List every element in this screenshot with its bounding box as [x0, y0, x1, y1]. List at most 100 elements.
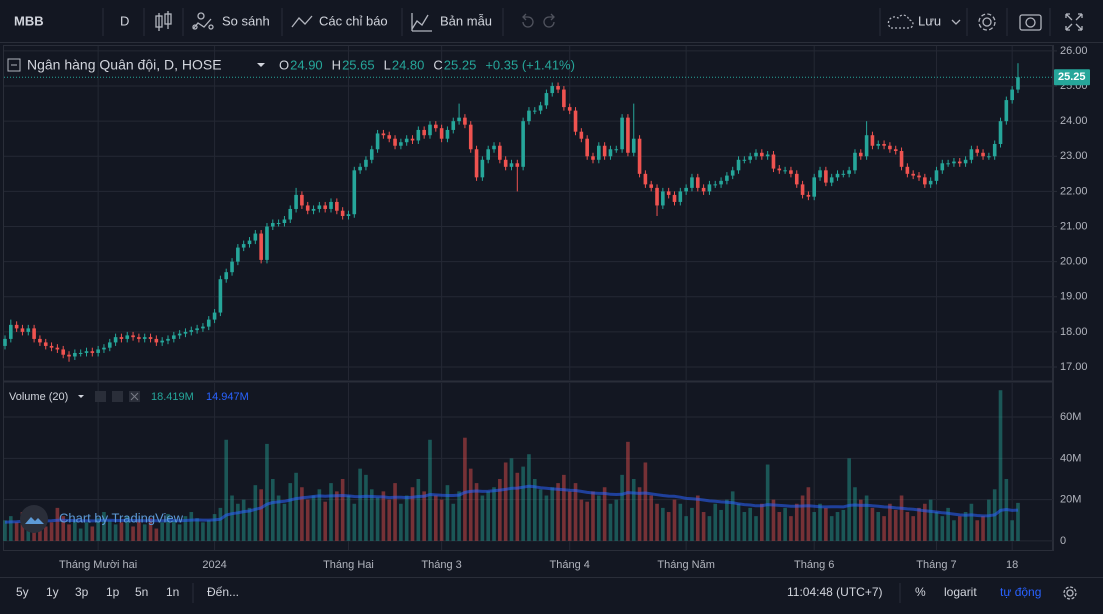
candle-body [765, 154, 770, 157]
candle-body [952, 161, 956, 164]
candle-body [166, 338, 170, 341]
indicators-button[interactable]: Các chỉ báo [319, 13, 388, 28]
title-dropdown[interactable] [257, 63, 265, 67]
candle-body [90, 351, 95, 353]
range-button[interactable]: 5n [135, 585, 148, 599]
candle-body [876, 143, 881, 146]
volume-bar [428, 439, 432, 541]
range-button[interactable]: 1n [166, 585, 179, 599]
range-button[interactable]: 1p [106, 585, 120, 599]
candle-body [154, 338, 159, 343]
volume-bar [451, 503, 456, 541]
collapse-box[interactable] [7, 58, 21, 72]
goto-button[interactable]: Đến... [207, 585, 239, 599]
settings-icon[interactable] [978, 13, 996, 31]
volume-bar [841, 509, 846, 541]
volume-bar [73, 520, 77, 541]
auto-button[interactable]: tự động [1000, 585, 1041, 599]
undo-icon[interactable] [522, 13, 534, 28]
x-tick-label: Tháng Năm [657, 559, 714, 571]
volume-bar [498, 478, 502, 541]
candle-body [730, 170, 735, 176]
candle-body [527, 110, 531, 122]
x-tick-label: Tháng Hai [323, 559, 374, 571]
eye-button[interactable] [95, 391, 106, 402]
compare-button[interactable]: So sánh [222, 13, 270, 28]
last-price-box [1054, 69, 1090, 86]
volume-bar [806, 487, 811, 541]
volume-bar [829, 516, 834, 541]
save-dropdown[interactable] [951, 19, 961, 25]
volume-bar [189, 512, 194, 541]
volume-bar [585, 501, 589, 541]
close-cross [130, 392, 139, 401]
candle-body [672, 194, 677, 202]
indicators-icon[interactable] [291, 15, 313, 28]
candle-body [206, 319, 211, 327]
volume-dropdown[interactable] [78, 395, 84, 398]
candle-body [981, 152, 985, 157]
settings-icon[interactable] [1063, 586, 1077, 600]
volume-bar [905, 512, 910, 541]
volume-bar [393, 483, 397, 541]
templates-icon[interactable] [411, 13, 432, 32]
volume-bar [300, 487, 304, 541]
candle-body [678, 191, 683, 202]
ma-readout: 14.947M [206, 391, 249, 403]
symbol[interactable]: MBB [14, 13, 44, 28]
compare-icon[interactable] [192, 12, 214, 30]
candle-body [428, 124, 432, 136]
volume-bar [404, 495, 409, 541]
candle-body [695, 177, 700, 188]
volume-bar [631, 478, 636, 541]
volume-bar [957, 516, 962, 541]
x-tick-label: Tháng 7 [916, 559, 956, 571]
y-tick-label: 17.00 [1060, 361, 1088, 373]
log-button[interactable]: logarit [944, 585, 977, 599]
candle-body [474, 149, 479, 178]
candle-body [177, 333, 182, 336]
screenshot-icon[interactable] [1019, 14, 1042, 31]
redo-icon[interactable] [543, 13, 555, 28]
volume-bar [789, 516, 793, 541]
templates-button[interactable]: Bản mẫu [440, 13, 492, 28]
interval[interactable]: D [120, 13, 129, 28]
ohlc-name: H [332, 57, 341, 72]
volume-bar [579, 499, 584, 541]
volume-bar [457, 491, 461, 541]
percent-button[interactable]: % [915, 585, 926, 599]
watermark-text: Chart by TradingView [59, 510, 184, 525]
volume-bar [276, 495, 281, 541]
volume-bar [474, 483, 479, 541]
volume-bar [9, 516, 13, 541]
volume-bar [253, 485, 258, 541]
volume-bar [346, 495, 351, 541]
volume-bar [78, 528, 83, 541]
candle-body [1004, 100, 1009, 122]
range-button[interactable]: 5y [16, 585, 29, 599]
candle-body [620, 117, 624, 150]
fullscreen-icon[interactable] [1065, 13, 1083, 31]
volume-bar [940, 516, 945, 541]
candle-body [800, 184, 805, 195]
volume-bar [381, 491, 386, 541]
volume-bar [800, 495, 805, 541]
candle-body [1016, 77, 1020, 90]
save-button[interactable]: Lưu [918, 13, 941, 28]
candle-body [992, 143, 997, 157]
candle-body [340, 210, 345, 216]
settings-button[interactable] [112, 391, 123, 402]
candle-body [835, 173, 840, 178]
chart-type-icon[interactable] [155, 11, 172, 31]
volume-bar [853, 487, 857, 541]
volume-bar [387, 499, 392, 541]
volume-bar [602, 487, 607, 541]
range-button[interactable]: 3p [75, 585, 89, 599]
candle-body [480, 159, 485, 178]
candle-body [742, 159, 747, 161]
candle-body [643, 173, 648, 185]
range-button[interactable]: 1y [46, 585, 59, 599]
candle-body [3, 338, 7, 346]
candle-body [381, 133, 386, 136]
candle-body [276, 223, 281, 225]
